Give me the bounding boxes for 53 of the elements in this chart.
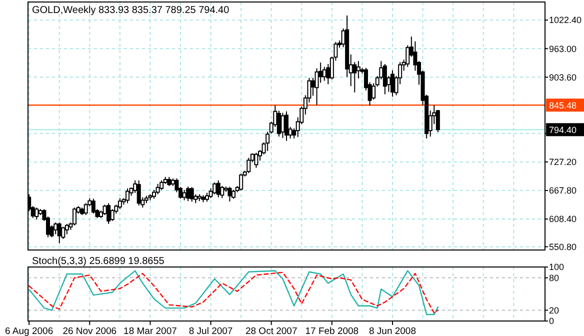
candlestick	[160, 180, 164, 190]
candlestick	[280, 112, 285, 139]
candlestick	[228, 186, 232, 202]
x-tick-label: 6 Aug 2006	[5, 326, 54, 336]
y-tick-label: 550.80	[549, 242, 577, 252]
ref-line-label: 845.48	[549, 100, 577, 110]
candlestick	[246, 157, 251, 174]
candlestick	[64, 223, 69, 235]
chart-title: Stoch(5,3,3) 25.6899 19.8655	[32, 256, 165, 267]
y-tick-label: 1022.40	[549, 15, 582, 26]
candlestick	[106, 202, 111, 224]
candlestick	[356, 60, 360, 79]
candlestick	[382, 64, 387, 95]
candlestick	[186, 186, 190, 202]
y-tick-label: 608.40	[549, 214, 577, 224]
candlestick	[118, 198, 122, 210]
candlestick	[390, 70, 394, 98]
candlestick	[91, 198, 96, 214]
x-tick-label: 18 Mar 2007	[124, 326, 177, 336]
candlestick	[72, 207, 77, 226]
candlestick	[436, 109, 440, 133]
x-tick-label: 28 Oct 2007	[245, 326, 298, 336]
x-tick-label: 26 Nov 2006	[62, 326, 117, 336]
candlestick	[182, 189, 186, 201]
candlestick	[284, 110, 288, 142]
candlestick	[61, 226, 66, 240]
y-tick-label: 667.80	[549, 186, 577, 196]
candlestick	[190, 186, 194, 202]
y-tick-label: 903.60	[549, 72, 577, 82]
candlestick	[212, 182, 217, 195]
ref-line-label: 794.40	[549, 124, 577, 135]
y-tick-label: 100	[549, 262, 564, 272]
x-tick-label: 17 Feb 2008	[305, 326, 359, 336]
chart-title: GOLD,Weekly 833.93 835.37 789.25 794.40	[32, 5, 230, 16]
x-tick-label: 8 Jul 2007	[188, 326, 233, 336]
y-tick-label: 20	[549, 305, 560, 316]
candlestick	[216, 180, 220, 198]
y-tick-label: 963.00	[549, 44, 577, 54]
candlestick	[54, 222, 58, 235]
candlestick	[136, 180, 141, 206]
candlestick	[352, 62, 357, 93]
y-tick-label: 0	[549, 316, 554, 326]
x-tick-label: 8 Jun 2008	[368, 326, 416, 336]
candlestick	[57, 222, 62, 244]
candlestick	[110, 208, 114, 222]
candlestick	[126, 188, 130, 204]
y-tick-label: 727.20	[549, 157, 577, 168]
candlestick	[254, 152, 258, 168]
candlestick	[34, 207, 39, 220]
y-tick-label: 80	[549, 272, 560, 283]
candlestick	[156, 183, 160, 195]
candlestick	[167, 176, 172, 186]
candlestick	[239, 173, 244, 191]
